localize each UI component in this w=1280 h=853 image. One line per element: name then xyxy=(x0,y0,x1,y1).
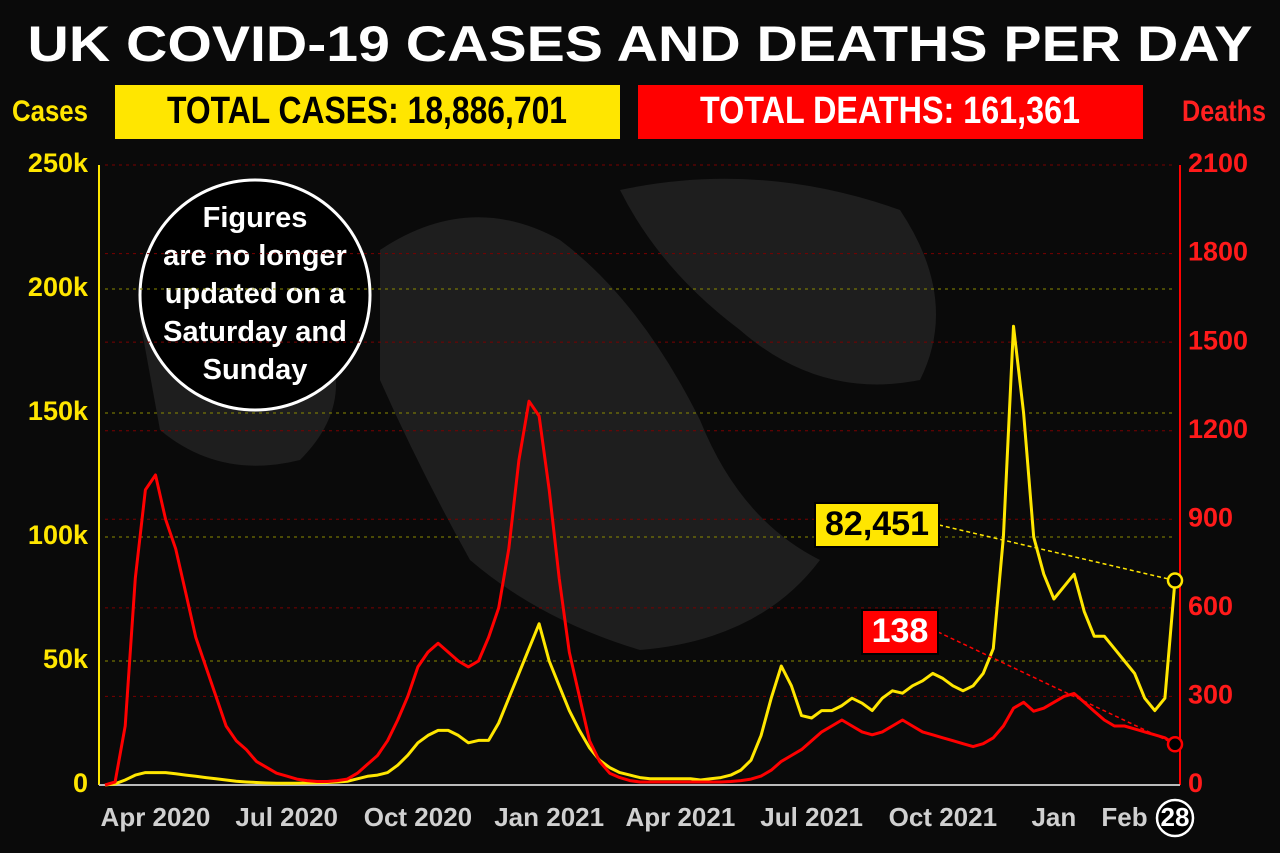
y2-axis-title: Deaths xyxy=(1182,95,1266,128)
y-tick-label: 0 xyxy=(73,768,88,798)
y-tick-label: 250k xyxy=(28,148,89,178)
y2-tick-label: 900 xyxy=(1188,502,1233,532)
value-label-box xyxy=(861,609,939,655)
value-label: 138 xyxy=(872,612,929,650)
total-deaths: TOTAL DEATHS: 161,361 xyxy=(700,90,1080,132)
y-tick-label: 150k xyxy=(28,396,89,426)
y2-tick-label: 300 xyxy=(1188,680,1233,710)
chart-title: UK COVID-19 CASES AND DEATHS PER DAY xyxy=(28,16,1253,72)
last-day-circle xyxy=(1155,798,1195,838)
y2-tick-label: 600 xyxy=(1188,591,1233,621)
end-point xyxy=(1166,736,1184,753)
y-axis-title: Cases xyxy=(12,95,88,128)
y-tick-label: 50k xyxy=(43,644,89,674)
leader-line xyxy=(937,631,1176,745)
series-line xyxy=(104,399,1176,787)
y-tick-label: 100k xyxy=(28,520,89,550)
x-tick-label: Jan xyxy=(1031,802,1076,832)
y2-tick-label: 2100 xyxy=(1188,148,1248,178)
x-tick-label: Apr 2020 xyxy=(101,802,211,832)
y2-tick-label: 1800 xyxy=(1188,237,1248,267)
y2-tick-label: 1500 xyxy=(1188,325,1248,355)
end-point xyxy=(1166,572,1184,589)
y2-tick-label: 0 xyxy=(1188,768,1203,798)
x-tick-label: Feb xyxy=(1101,802,1147,832)
note-circle xyxy=(138,178,372,412)
x-tick-label: Jan 2021 xyxy=(494,802,604,832)
x-tick-label: Apr 2021 xyxy=(625,802,735,832)
value-label: 82,451 xyxy=(825,505,929,543)
x-tick-label: Oct 2020 xyxy=(364,802,472,832)
x-tick-label: Oct 2021 xyxy=(889,802,997,832)
note: Figures are no longer updated on a Saturday… xyxy=(163,202,347,386)
total-deaths-box xyxy=(638,85,1143,139)
leader-line xyxy=(938,524,1176,582)
note-text: Figures are no longer updated on a Saturday… xyxy=(163,202,347,386)
series-line xyxy=(104,324,1177,787)
value-label-box xyxy=(814,502,940,548)
y-tick-label: 200k xyxy=(28,272,89,302)
y2-tick-label: 1200 xyxy=(1188,414,1248,444)
total-cases: TOTAL CASES: 18,886,701 xyxy=(167,90,567,132)
x-tick-label: Jul 2021 xyxy=(760,802,863,832)
x-tick-label: 28 xyxy=(1161,802,1190,832)
x-tick-label: Jul 2020 xyxy=(235,802,338,832)
total-cases-box xyxy=(115,85,620,139)
